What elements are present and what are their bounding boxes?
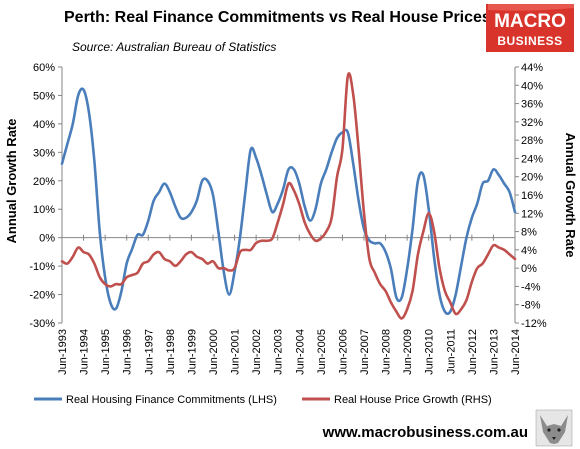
- x-tick-label: Jun-2013: [488, 329, 500, 375]
- y-tick-label-left: -10%: [29, 261, 55, 273]
- y-tick-label-left: 40%: [33, 119, 55, 131]
- y-tick-label-right: 12%: [521, 208, 543, 220]
- legend-label-house-price: Real House Price Growth (RHS): [334, 394, 492, 406]
- x-tick-label: Jun-1999: [186, 329, 198, 375]
- legend: Real Housing Finance Commitments (LHS) R…: [34, 394, 492, 406]
- x-tick-label: Jun-2008: [381, 329, 393, 375]
- y-tick-label-left: -20%: [29, 290, 55, 302]
- x-tick-label: Jun-2011: [445, 329, 457, 374]
- x-tick-label: Jun-1995: [100, 329, 112, 375]
- x-tick-label: Jun-2001: [230, 329, 242, 375]
- macrobusiness-logo: MACRO BUSINESS: [486, 4, 574, 52]
- x-tick-label: Jun-2005: [316, 329, 328, 375]
- logo-text-business: BUSINESS: [497, 34, 562, 48]
- chart-title: Perth: Real Finance Commitments vs Real …: [64, 9, 491, 26]
- y-tick-label-right: 24%: [521, 153, 543, 165]
- y-tick-label-left: 50%: [33, 90, 55, 102]
- x-tick-label: Jun-1993: [57, 329, 69, 375]
- y-tick-label-right: 28%: [521, 135, 543, 147]
- y-tick-label-left: -30%: [29, 318, 55, 330]
- y-tick-label-right: 40%: [521, 80, 543, 92]
- series-line-house-price: [60, 72, 517, 320]
- chart-series: [60, 72, 517, 320]
- x-tick-label: Jun-1994: [79, 329, 91, 375]
- x-tick-label: Jun-2000: [208, 329, 220, 375]
- y-tick-label-left: 60%: [33, 62, 55, 74]
- x-tick-label: Jun-2007: [359, 329, 371, 375]
- y-tick-label-left: 20%: [33, 176, 55, 188]
- y-axis-label-left: Annual Growth Rate: [4, 119, 19, 244]
- y-tick-label-right: 32%: [521, 117, 543, 129]
- y-tick-label-right: 36%: [521, 99, 543, 111]
- logo-text-macro: MACRO: [494, 11, 566, 32]
- y-tick-label-left: 0%: [39, 233, 55, 245]
- footer-url: www.macrobusiness.com.au: [322, 424, 528, 441]
- x-tick-label: Jun-1998: [165, 329, 177, 375]
- x-tick-label: Jun-2006: [337, 329, 349, 375]
- wolf-icon: [535, 409, 573, 447]
- x-tick-label: Jun-2004: [294, 329, 306, 375]
- chart-subtitle: Source: Australian Bureau of Statistics: [72, 40, 276, 54]
- x-tick-label: Jun-2003: [273, 329, 285, 375]
- series-line-finance: [60, 87, 517, 316]
- y-tick-label-left: 10%: [33, 204, 55, 216]
- x-tick-label: Jun-2002: [251, 329, 263, 375]
- y-tick-label-right: -12%: [521, 318, 547, 330]
- x-tick-label: Jun-1997: [143, 329, 155, 375]
- y-tick-label-right: 20%: [521, 172, 543, 184]
- legend-label-finance: Real Housing Finance Commitments (LHS): [66, 394, 277, 406]
- x-tick-label: Jun-2009: [402, 329, 414, 375]
- y-tick-label-right: -8%: [521, 300, 541, 312]
- y-tick-label-right: 16%: [521, 190, 543, 202]
- y-tick-label-right: -4%: [521, 281, 541, 293]
- y-tick-label-right: 0%: [521, 263, 537, 275]
- x-tick-label: Jun-2012: [467, 329, 479, 375]
- logo-highlight: [488, 4, 574, 11]
- chart-axes: -30% -20% -10% 0% 10% 20% 30% 40% 50% 60% -12% -8% -…: [29, 62, 547, 375]
- y-tick-label-left: 30%: [33, 147, 55, 159]
- x-tick-label: Jun-1996: [122, 329, 134, 375]
- logo-background: [486, 4, 574, 52]
- x-tick-label: Jun-2014: [510, 329, 522, 375]
- y-tick-label-right: 4%: [521, 245, 537, 257]
- x-tick-label: Jun-2010: [424, 329, 436, 375]
- y-tick-label-right: 8%: [521, 227, 537, 239]
- y-axis-label-right: Annual Growth Rate: [563, 133, 578, 258]
- y-tick-label-right: 44%: [521, 62, 543, 74]
